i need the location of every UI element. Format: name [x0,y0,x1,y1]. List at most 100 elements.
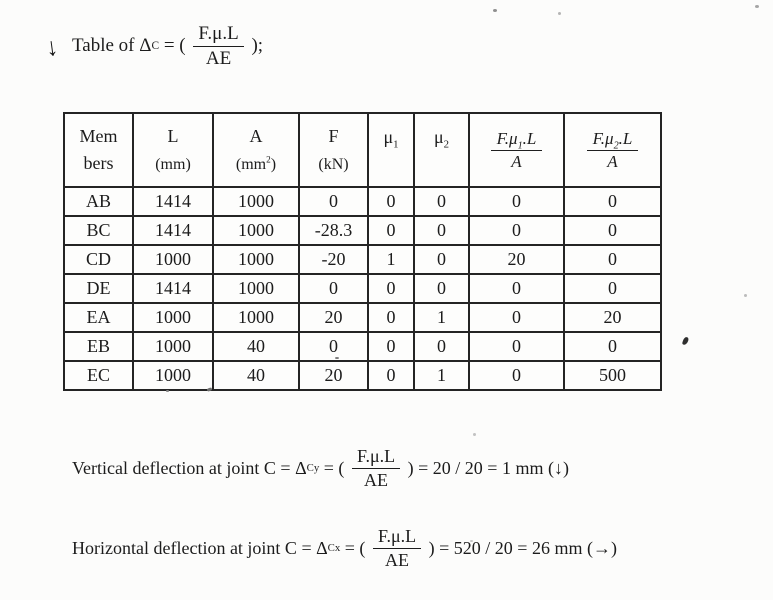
fmu1-cell: 0 [468,215,565,246]
area-cell: 1000 [212,244,300,275]
force-cell: 20 [298,360,369,391]
member-cell: AB [63,186,134,217]
title-text: Table of Δ [72,35,152,56]
fmu1-cell: 0 [468,273,565,304]
scan-speck [335,357,339,359]
mu1-cell: 0 [367,331,415,362]
mu1-cell: 0 [367,186,415,217]
numerator-text: F.μ [496,129,518,149]
header-text: F [328,126,339,146]
scan-speck [558,12,561,15]
formula-result: ) = 20 / 20 = 1 mm (↓) [403,457,569,478]
vertical-deflection-formula: Vertical deflection at joint C = Δ Cy = (… [72,446,569,490]
table-row: BC 1414 1000 -28.3 0 0 0 0 [63,215,662,246]
deflection-table: Mem bers L (mm) A (mm2) F (kN) μ1 [63,112,662,391]
numerator-subscript: 2 [613,140,619,152]
fraction-numerator: F.μ.L [351,446,401,469]
fraction-numerator: F.μ.L [193,23,244,47]
scan-speck [473,433,476,436]
col-header-mu1: μ1 [367,112,415,188]
length-cell: 1000 [132,331,214,362]
unit-superscript: 2 [266,155,271,166]
header-unit: (mm) [155,156,191,173]
header-text: A [249,126,263,146]
mu2-cell: 0 [413,244,470,275]
fmu1-cell: 0 [468,331,565,362]
fraction-denominator: A [511,151,522,171]
member-cell: DE [63,273,134,304]
table-row: EA 1000 1000 20 0 1 0 20 [63,302,662,333]
header-unit: (mm2) [236,156,276,173]
fmu2-cell: 0 [563,244,662,275]
col-header-members: Mem bers [63,112,134,188]
mu-symbol: μ [383,127,394,147]
area-cell: 40 [212,331,300,362]
scan-speck [206,387,213,392]
numerator-text: F.μ [592,129,614,149]
title-equals: = ( [159,35,191,56]
fmu2-cell: 0 [563,186,662,217]
unit-text: (mm [235,156,267,173]
force-cell: 0 [298,186,369,217]
fmu1-cell: 20 [468,244,565,275]
mu-symbol: μ [433,127,444,147]
formula-fraction: F.μ.L AE [351,446,401,490]
table-row: EC 1000 40 20 0 1 0 500 [63,360,662,391]
area-cell: 1000 [212,215,300,246]
scan-speck [470,540,473,542]
length-cell: 1000 [132,360,214,391]
formula-text: Vertical deflection at joint C = Δ [72,457,307,478]
formula-equals: = ( [340,537,370,558]
force-cell: -28.3 [298,215,369,246]
title-fraction: F.μ.L AE [193,23,244,69]
mu1-cell: 0 [367,360,415,391]
mu2-cell: 0 [413,186,470,217]
length-cell: 1414 [132,186,214,217]
scan-speck [166,390,169,392]
col-header-force: F (kN) [298,112,369,188]
fraction-numerator: F.μ1.L [490,129,543,152]
col-header-mu2: μ2 [413,112,470,188]
area-cell: 1000 [212,273,300,304]
area-cell: 1000 [212,302,300,333]
mu2-cell: 0 [413,215,470,246]
fmu2-cell: 500 [563,360,662,391]
unit-text: ) [270,156,277,173]
mu1-cell: 0 [367,273,415,304]
header-text: bers [83,153,114,173]
numerator-text: .L [522,129,537,149]
member-cell: EB [63,331,134,362]
header-unit: (kN) [318,156,349,173]
mu2-cell: 1 [413,302,470,333]
member-cell: EC [63,360,134,391]
table-row: CD 1000 1000 -20 1 0 20 0 [63,244,662,275]
fmu1-cell: 0 [468,302,565,333]
mu2-cell: 0 [413,331,470,362]
formula-fraction: F.μ.L AE [372,526,422,570]
numerator-subscript: 1 [517,140,523,152]
fmu2-cell: 20 [563,302,662,333]
table-row: DE 1414 1000 0 0 0 0 0 [63,273,662,304]
force-cell: -20 [298,244,369,275]
table-row: EB 1000 40 0 0 0 0 0 [63,331,662,362]
force-cell: 0 [298,331,369,362]
length-cell: 1414 [132,215,214,246]
force-cell: 20 [298,302,369,333]
member-cell: EA [63,302,134,333]
member-cell: BC [63,215,134,246]
mu1-cell: 0 [367,302,415,333]
down-arrow-bullet-icon: ↓ [44,33,60,62]
scan-speck [755,5,759,8]
fraction-denominator: AE [205,47,232,69]
horizontal-deflection-formula: Horizontal deflection at joint C = Δ Cx =… [72,526,617,570]
mu2-cell: 1 [413,360,470,391]
length-cell: 1000 [132,244,214,275]
scan-speck [681,336,690,346]
fraction-denominator: AE [385,549,410,570]
mu2-cell: 0 [413,273,470,304]
col-header-area: A (mm2) [212,112,300,188]
scan-speck [493,9,497,12]
fraction-denominator: A [607,151,618,171]
